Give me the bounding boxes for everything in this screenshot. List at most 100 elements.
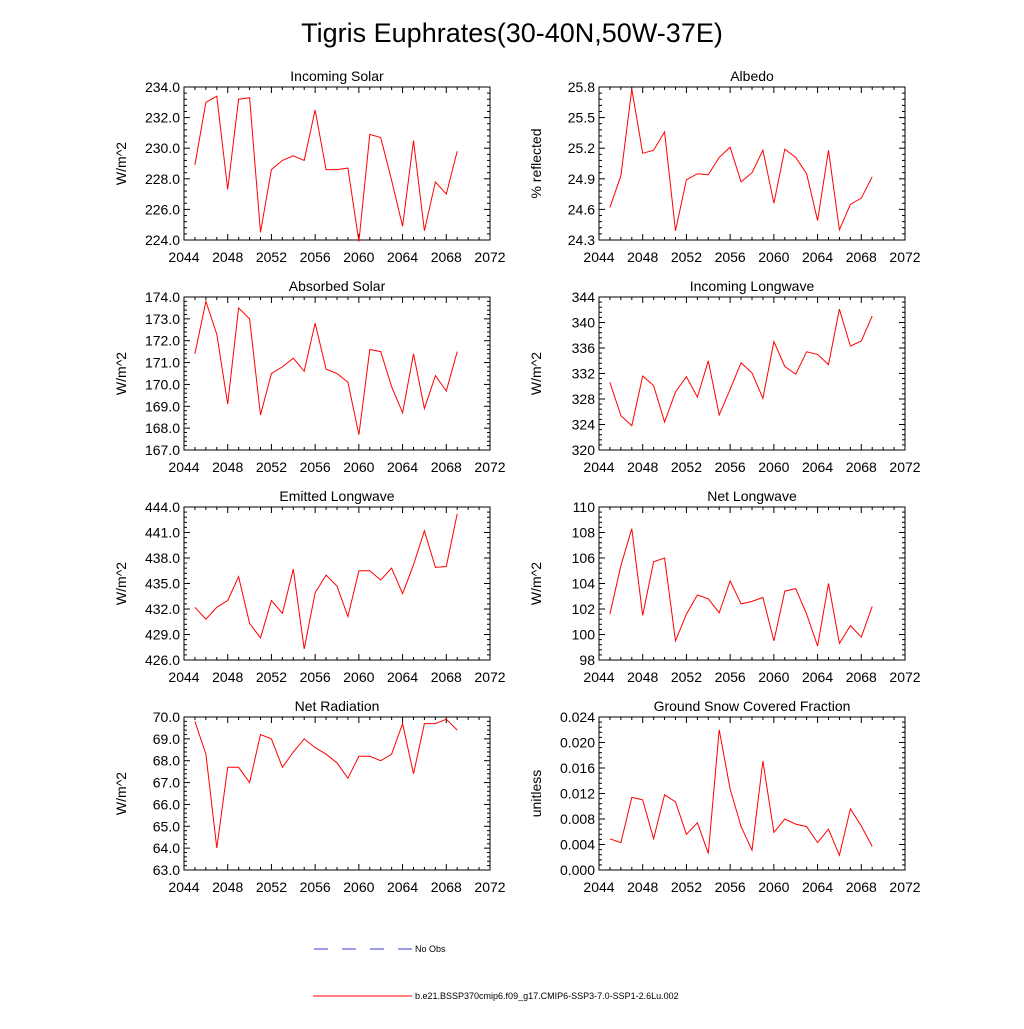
legend-label-run: b.e21.BSSP370cmip6.f09_g17.CMIP6-SSP3-7.… (415, 991, 679, 1001)
x-tick-label: 2048 (627, 879, 658, 895)
x-tick-label: 2044 (168, 879, 199, 895)
chart-panel-4: Incoming Longwave W/m^2 2044 2048 2052 2056 20… (528, 278, 921, 475)
series-line-1 (609, 88, 873, 232)
y-tick-label: 98 (579, 652, 595, 668)
x-tick-label: 2068 (846, 669, 877, 685)
x-tick-label: 2044 (168, 459, 199, 475)
x-tick-label: 2056 (715, 669, 746, 685)
panels: Incoming Solar W/m^2 2044 2048 2052 2056 2060 2… (113, 68, 921, 895)
y-tick-label: 25.5 (568, 110, 595, 126)
x-tick-label: 2072 (889, 459, 920, 475)
y-tick-label: 106 (572, 550, 596, 566)
panel-title: Ground Snow Covered Fraction (654, 698, 851, 714)
x-tick-label: 2044 (583, 459, 614, 475)
x-tick-label: 2060 (758, 459, 789, 475)
x-tick-label: 2052 (671, 249, 702, 265)
series-line-1 (194, 95, 458, 242)
x-tick-label: 2056 (300, 249, 331, 265)
chart-panel-7: Net Radiation W/m^2 2044 2048 2052 2056 2060 20… (113, 698, 506, 895)
x-tick-label: 2060 (343, 669, 374, 685)
y-tick-label: 0.004 (560, 837, 595, 853)
y-tick-label: 168.0 (145, 420, 180, 436)
plot-frame (598, 506, 906, 661)
y-tick-label: 0.000 (560, 862, 595, 878)
y-tick-label: 444.0 (145, 499, 180, 515)
y-tick-label: 429.0 (145, 627, 180, 643)
series-line-1 (609, 308, 873, 427)
x-tick-label: 2064 (802, 249, 833, 265)
y-tick-label: 173.0 (145, 311, 180, 327)
series-line-1 (609, 528, 873, 647)
x-tick-label: 2052 (256, 669, 287, 685)
y-tick-label: 0.008 (560, 811, 595, 827)
y-axis-label: W/m^2 (528, 562, 544, 605)
y-tick-label: 0.016 (560, 760, 595, 776)
x-tick-label: 2056 (300, 669, 331, 685)
chart-panel-3: Absorbed Solar W/m^2 2044 2048 2052 2056 2060 2… (113, 278, 506, 475)
x-tick-label: 2072 (889, 879, 920, 895)
y-tick-label: 25.8 (568, 79, 595, 95)
x-tick-label: 2072 (474, 669, 505, 685)
x-tick-label: 2064 (802, 879, 833, 895)
x-tick-label: 2064 (387, 249, 418, 265)
x-tick-label: 2068 (846, 249, 877, 265)
x-tick-label: 2044 (168, 669, 199, 685)
x-tick-label: 2052 (671, 459, 702, 475)
y-tick-label: 332 (572, 366, 596, 382)
y-axis-label: W/m^2 (113, 142, 129, 185)
y-tick-label: 70.0 (153, 709, 180, 725)
y-tick-label: 224.0 (145, 232, 180, 248)
y-tick-label: 167.0 (145, 442, 180, 458)
x-tick-label: 2068 (431, 669, 462, 685)
series-line-1 (194, 718, 458, 849)
y-tick-label: 174.0 (145, 289, 180, 305)
chart-panel-8: Ground Snow Covered Fraction unitless 2044… (528, 698, 921, 895)
x-tick-label: 2052 (256, 879, 287, 895)
x-tick-label: 2044 (168, 249, 199, 265)
x-tick-label: 2068 (431, 249, 462, 265)
x-tick-label: 2072 (889, 669, 920, 685)
panel-title: Incoming Longwave (690, 278, 815, 294)
y-tick-label: 435.0 (145, 576, 180, 592)
y-tick-label: 171.0 (145, 355, 180, 371)
chart-panel-5: Emitted Longwave W/m^2 2044 2048 2052 2056 206… (113, 488, 506, 685)
y-tick-label: 340 (572, 315, 596, 331)
y-axis-label: W/m^2 (113, 772, 129, 815)
x-tick-label: 2064 (802, 459, 833, 475)
y-axis-label: W/m^2 (113, 352, 129, 395)
x-tick-label: 2064 (387, 669, 418, 685)
x-tick-label: 2072 (889, 249, 920, 265)
y-tick-label: 169.0 (145, 398, 180, 414)
y-tick-label: 68.0 (153, 753, 180, 769)
x-tick-label: 2048 (627, 249, 658, 265)
y-tick-label: 108 (572, 525, 596, 541)
y-axis-label: % reflected (528, 128, 544, 198)
x-tick-label: 2068 (431, 459, 462, 475)
y-tick-label: 0.024 (560, 709, 595, 725)
plot-frame (598, 86, 906, 241)
legend-label-no-obs: No Obs (415, 944, 446, 954)
chart-panel-2: Albedo % reflected 2044 2048 2052 2056 2060 206… (528, 68, 921, 265)
y-tick-label: 102 (572, 601, 596, 617)
panel-title: Emitted Longwave (279, 488, 394, 504)
y-axis-label: W/m^2 (528, 352, 544, 395)
x-tick-label: 2056 (300, 879, 331, 895)
x-tick-label: 2048 (212, 669, 243, 685)
chart-panel-6: Net Longwave W/m^2 2044 2048 2052 2056 2060 206… (528, 488, 921, 685)
x-tick-label: 2064 (802, 669, 833, 685)
y-tick-label: 441.0 (145, 525, 180, 541)
x-tick-label: 2052 (256, 249, 287, 265)
figure-title: Tigris Euphrates(30-40N,50W-37E) (301, 18, 723, 48)
chart-panel-1: Incoming Solar W/m^2 2044 2048 2052 2056 2060 2… (113, 68, 506, 265)
x-tick-label: 2048 (627, 669, 658, 685)
panel-title: Incoming Solar (290, 68, 384, 84)
x-tick-label: 2060 (343, 879, 374, 895)
x-tick-label: 2052 (671, 669, 702, 685)
y-tick-label: 110 (573, 499, 596, 515)
x-tick-label: 2056 (300, 459, 331, 475)
y-tick-label: 170.0 (145, 376, 180, 392)
y-tick-label: 63.0 (153, 862, 180, 878)
y-tick-label: 24.6 (568, 201, 595, 217)
y-tick-label: 232.0 (145, 110, 180, 126)
